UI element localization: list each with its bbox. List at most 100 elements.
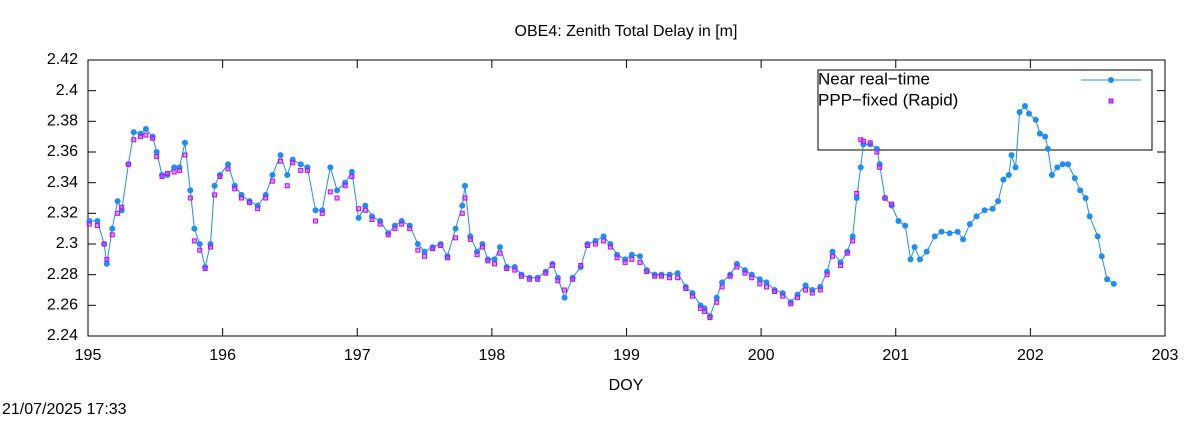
data-point [407, 226, 413, 232]
data-point [164, 170, 170, 176]
data-point [138, 134, 144, 140]
data-point [497, 250, 503, 256]
data-point [860, 138, 866, 144]
data-point [131, 137, 137, 143]
data-point [607, 244, 613, 250]
data-point [181, 139, 188, 146]
data-point [304, 167, 310, 173]
data-point [838, 262, 844, 268]
data-point [208, 244, 214, 250]
data-point [644, 269, 650, 275]
data-point [143, 132, 149, 138]
data-point [911, 244, 918, 251]
data-point [824, 272, 830, 278]
data-point [255, 206, 261, 212]
data-point [637, 259, 643, 265]
data-point [430, 246, 436, 252]
data-point [674, 270, 681, 277]
data-point [1012, 164, 1019, 171]
data-point [94, 223, 100, 229]
data-point [659, 273, 665, 279]
data-point [764, 284, 770, 290]
data-point [727, 273, 733, 279]
data-point [334, 195, 340, 201]
data-point [689, 293, 695, 299]
data-point [444, 255, 450, 261]
data-point [555, 278, 561, 284]
data-point [1110, 280, 1117, 287]
data-point [601, 238, 607, 244]
y-tick-label: 2.36 [47, 143, 78, 160]
data-point [171, 164, 178, 171]
data-point [356, 206, 362, 212]
data-point [584, 243, 590, 249]
data-point [829, 253, 835, 259]
data-point [960, 236, 967, 243]
data-point [187, 187, 194, 194]
y-tick-label: 2.32 [47, 205, 78, 222]
data-point [543, 270, 549, 276]
x-tick-label: 201 [882, 347, 909, 364]
data-point [561, 294, 568, 301]
data-point [562, 287, 568, 293]
data-point [622, 259, 628, 265]
data-point [177, 167, 183, 173]
data-point [1026, 110, 1033, 117]
legend-swatch-marker [1108, 98, 1114, 104]
data-point [438, 243, 444, 249]
data-point [675, 275, 681, 281]
x-tick-label: 195 [75, 347, 102, 364]
data-point [392, 226, 398, 232]
data-point [491, 256, 498, 263]
data-point [86, 221, 92, 227]
data-point [763, 279, 770, 286]
x-tick-label: 200 [748, 347, 775, 364]
y-tick-label: 2.28 [47, 266, 78, 283]
data-point [895, 218, 902, 224]
data-point [399, 221, 405, 227]
data-point [844, 250, 850, 256]
data-point [1016, 109, 1023, 116]
data-point [298, 167, 304, 173]
data-point [877, 164, 883, 170]
data-point [874, 149, 880, 155]
data-point [334, 187, 341, 194]
data-point [714, 299, 720, 305]
data-point [803, 287, 809, 293]
data-point [191, 225, 198, 232]
data-point [850, 238, 856, 244]
data-point [857, 164, 864, 171]
timestamp: 21/07/2025 17:33 [2, 401, 127, 418]
data-point [780, 293, 786, 299]
data-point [931, 233, 938, 240]
x-tick-label: 196 [209, 347, 236, 364]
data-point [263, 195, 269, 201]
data-point [125, 161, 131, 167]
data-point [713, 294, 720, 301]
data-point [191, 238, 197, 244]
data-point [683, 285, 689, 291]
data-point [853, 195, 860, 201]
legend-label: Near real−time [818, 69, 930, 88]
data-point [171, 169, 177, 175]
data-point [142, 126, 149, 132]
data-point [916, 256, 923, 263]
data-point [938, 228, 945, 235]
data-point [614, 255, 620, 261]
data-point [348, 168, 355, 175]
data-point [422, 253, 428, 259]
data-point [462, 195, 468, 201]
data-point [453, 235, 459, 241]
data-point [954, 228, 961, 235]
data-point [492, 261, 498, 267]
x-tick-label: 198 [479, 347, 506, 364]
data-point [467, 236, 473, 242]
y-tick-label: 2.42 [47, 51, 78, 68]
data-point [981, 207, 988, 214]
data-point [628, 251, 635, 258]
data-point [474, 252, 480, 258]
data-point [1098, 253, 1105, 260]
data-point [212, 192, 218, 198]
